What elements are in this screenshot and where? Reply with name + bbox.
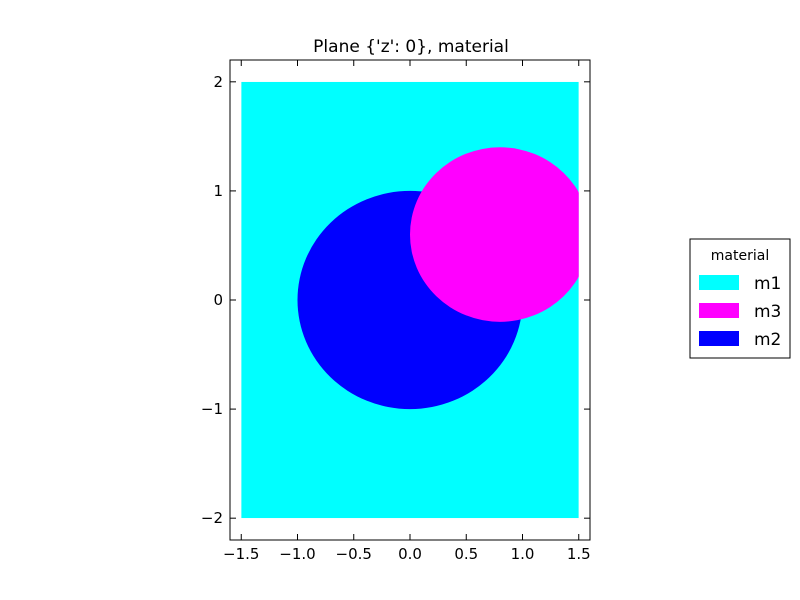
ticks: −1.5 −1.0 −0.5 0.0 0.5 1.0 1.5 2 1 0 −1 −2 bbox=[201, 60, 591, 563]
axes-frame bbox=[229, 59, 591, 541]
y-tick-label: −2 bbox=[201, 509, 223, 527]
chart-title: Plane {'z': 0}, material bbox=[313, 37, 509, 57]
y-tick-label: 1 bbox=[213, 182, 223, 200]
x-tick-label: −1.0 bbox=[279, 545, 315, 563]
legend-label-m3: m3 bbox=[754, 302, 781, 322]
x-tick-label: −1.5 bbox=[223, 545, 259, 563]
plot-area bbox=[241, 81, 579, 519]
x-tick-label: 0.5 bbox=[454, 545, 478, 563]
region-m3 bbox=[410, 147, 579, 322]
legend-label-m2: m2 bbox=[754, 330, 781, 350]
legend-label-m1: m1 bbox=[754, 274, 781, 294]
x-tick-label: 1.5 bbox=[567, 545, 591, 563]
legend-swatch-m1 bbox=[699, 275, 739, 290]
y-tick-label: −1 bbox=[201, 400, 223, 418]
x-tick-label: −0.5 bbox=[336, 545, 372, 563]
y-tick-label: 0 bbox=[213, 291, 223, 309]
y-tick-label: 2 bbox=[213, 73, 223, 91]
legend: material m1 m3 m2 bbox=[689, 238, 791, 359]
legend-swatch-m3 bbox=[699, 303, 739, 318]
x-tick-label: 1.0 bbox=[511, 545, 535, 563]
legend-title: material bbox=[711, 248, 769, 264]
legend-swatch-m2 bbox=[699, 331, 739, 346]
x-tick-label: 0.0 bbox=[398, 545, 422, 563]
